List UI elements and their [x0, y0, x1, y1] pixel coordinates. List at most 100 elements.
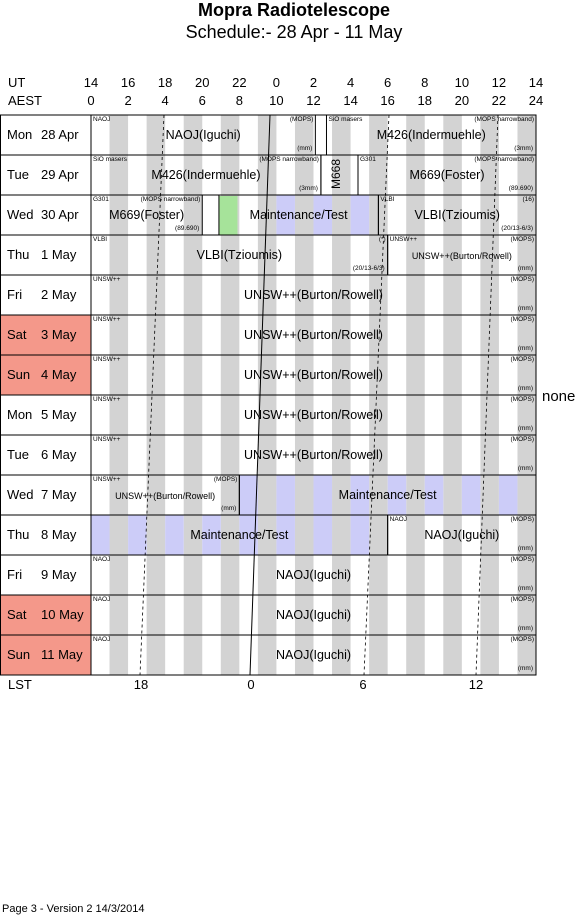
- block-project-tag: NAOJ: [93, 116, 111, 123]
- block-project-tag: VLBI: [93, 236, 108, 243]
- block-project-tag: NAOJ: [93, 596, 111, 603]
- day-of-week: Tue: [7, 167, 29, 182]
- day-date: 2 May: [41, 287, 77, 302]
- maintenance-fill: [239, 515, 258, 555]
- weekend-label-bg: [0, 315, 91, 355]
- maintenance-fill: [350, 515, 370, 555]
- block-backend-tag: (MOPS): [510, 636, 534, 643]
- maintenance-fill: [276, 515, 295, 555]
- block-receiver-tag: (mm): [517, 425, 533, 432]
- aest-tick-label: 10: [269, 93, 284, 108]
- day-label: Thu 1 May: [0, 235, 91, 275]
- day-of-week: Mon: [7, 407, 33, 422]
- aest-tick-label: 24: [528, 93, 544, 108]
- block-receiver-tag: (mm): [517, 265, 533, 272]
- block-receiver-tag: (mm): [517, 585, 533, 592]
- day-date: 5 May: [41, 407, 77, 422]
- day-label: Tue 29 Apr: [0, 155, 91, 195]
- block-label: UNSW++(Burton/Rowell): [244, 328, 383, 342]
- block-backend-tag: (MOPS): [510, 436, 534, 443]
- block-label: NAOJ(Iguchi): [275, 608, 352, 622]
- ut-tick-label: 20: [195, 75, 210, 90]
- maintenance-fill: [313, 195, 333, 235]
- block-label: UNSW++(Burton/Rowell): [244, 408, 383, 422]
- block-project-tag: UNSW++: [93, 436, 121, 443]
- aest-tick-label: 2: [124, 93, 132, 108]
- block-project-tag: UNSW++: [93, 476, 121, 483]
- weekend-label-bg: [0, 355, 91, 395]
- block-label: UNSW++(Burton/Rowell): [244, 448, 383, 462]
- block-label: Maintenance/Test: [249, 208, 348, 222]
- day-of-week: Sun: [7, 367, 31, 382]
- green-marker: [218, 196, 238, 235]
- block-label: VLBI(Tzioumis): [414, 208, 500, 222]
- block-project-tag: SiO masers: [328, 116, 363, 123]
- block-project-tag: G301: [93, 196, 109, 203]
- day-of-week: Wed: [7, 207, 34, 222]
- day-label: Wed 7 May: [0, 475, 91, 515]
- block-label: NAOJ(Iguchi): [424, 528, 500, 542]
- block-label: NAOJ(Iguchi): [275, 568, 352, 582]
- day-label: Fri 9 May: [0, 555, 91, 595]
- block-label: M426(Indermuehle): [151, 168, 261, 182]
- ut-axis-label: UT: [8, 75, 26, 90]
- block-backend-tag: (MOPS narrowband): [259, 156, 319, 163]
- ut-tick-label: 6: [384, 75, 392, 90]
- day-date: 8 May: [41, 527, 77, 542]
- maintenance-fill: [350, 195, 370, 235]
- side-note: none: [542, 388, 576, 405]
- day-label: Sat 10 May: [0, 595, 91, 635]
- page-footer: Page 3 - Version 2 14/3/2014: [2, 903, 145, 915]
- day-label: Fri 2 May: [0, 275, 91, 315]
- block-receiver-tag: (mm): [221, 505, 237, 512]
- aest-tick-label: 20: [454, 93, 470, 108]
- day-date: 4 May: [41, 367, 77, 382]
- day-of-week: Sun: [7, 647, 31, 662]
- weekend-label-bg: [0, 635, 91, 675]
- day-date: 10 May: [41, 607, 84, 622]
- day-of-week: Sat: [7, 607, 27, 622]
- maintenance-fill: [128, 515, 147, 555]
- ut-tick-label: 14: [528, 75, 544, 90]
- block-receiver-tag: (mm): [517, 305, 533, 312]
- block-receiver-tag: (mm): [517, 385, 533, 392]
- day-date: 3 May: [41, 327, 77, 342]
- lst-tick-label: 0: [247, 677, 255, 692]
- block-receiver-tag: (mm): [517, 625, 533, 632]
- block-backend-tag: (MOPS): [510, 276, 534, 283]
- block-project-tag: UNSW++: [93, 396, 121, 403]
- block-project-tag: NAOJ: [389, 516, 407, 523]
- maintenance-fill: [424, 475, 444, 515]
- block-backend-tag: (*): [378, 236, 386, 243]
- block-project-tag: NAOJ: [93, 556, 111, 563]
- day-of-week: Fri: [7, 287, 23, 302]
- aest-tick-label: 18: [417, 93, 432, 108]
- aest-axis-label: AEST: [8, 93, 42, 108]
- block-label: UNSW++(Burton/Rowell): [244, 368, 383, 382]
- maintenance-fill: [461, 475, 481, 515]
- block-project-tag: VLBI: [380, 196, 395, 203]
- ut-tick-label: 8: [421, 75, 429, 90]
- block-receiver-tag: (mm): [517, 465, 533, 472]
- day-label: Thu 8 May: [0, 515, 91, 555]
- day-of-week: Mon: [7, 127, 33, 142]
- lst-axis-label: LST: [8, 677, 32, 692]
- ut-tick-label: 14: [83, 75, 99, 90]
- block-receiver-tag: (mm): [517, 545, 533, 552]
- day-of-week: Wed: [7, 487, 34, 502]
- day-date: 6 May: [41, 447, 77, 462]
- lst-tick-label: 6: [359, 677, 367, 692]
- lst-tick-label: 12: [468, 677, 484, 692]
- block-label: M668: [329, 158, 344, 190]
- page-subtitle: Schedule:- 28 Apr - 11 May: [185, 22, 403, 42]
- ut-tick-label: 2: [309, 75, 318, 90]
- ut-tick-label: 12: [491, 75, 507, 90]
- ut-tick-label: 22: [232, 75, 247, 90]
- block-project-tag: SiO masers: [93, 156, 127, 163]
- maintenance-fill: [239, 475, 258, 515]
- day-of-week: Thu: [7, 247, 30, 262]
- maintenance-fill: [350, 475, 370, 515]
- block-label: UNSW++(Burton/Rowell): [411, 251, 512, 261]
- ut-tick-label: 18: [157, 75, 173, 90]
- block-receiver-tag: (20/13-6/3): [352, 265, 385, 272]
